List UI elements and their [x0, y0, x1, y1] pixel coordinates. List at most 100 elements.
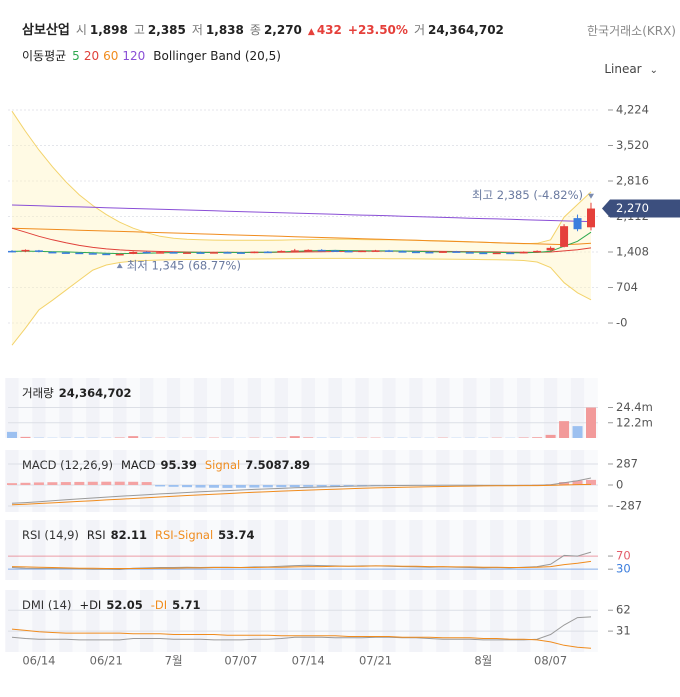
histogram-bar [316, 484, 327, 487]
label: 저 [191, 23, 203, 37]
column-band [193, 590, 208, 652]
candle-body [48, 251, 57, 254]
volume-bar [572, 426, 583, 438]
histogram-bar [195, 484, 206, 488]
y-tick-label: 287 [616, 456, 638, 470]
column-band [516, 590, 531, 652]
legend-title: 이동평균 [22, 49, 67, 63]
column-band [530, 590, 544, 652]
panel-title: 거래량 24,364,702 [22, 386, 132, 400]
column-band [301, 450, 316, 512]
indicator-line [11, 560, 592, 569]
candle-body [385, 250, 394, 252]
column-band [59, 590, 73, 652]
legend-name: Signal [205, 458, 240, 472]
column-band [126, 590, 140, 652]
volume-bar [114, 437, 125, 438]
column-band [5, 590, 19, 652]
y-tick-label: 70 [616, 549, 631, 563]
low: 1,838 [205, 23, 244, 37]
candle-body [129, 251, 138, 254]
title: 거래량 [22, 386, 54, 400]
low-marker [116, 263, 123, 269]
y-tick-label: -0 [616, 316, 627, 330]
column-band [328, 450, 342, 512]
candle-body [546, 247, 555, 251]
y-tick-label: 3,520 [616, 138, 649, 152]
histogram-bar [128, 481, 139, 485]
column-band [341, 590, 356, 652]
candle-body [250, 251, 259, 254]
candle-body [209, 252, 218, 254]
indicator-line [11, 483, 592, 506]
y-tick-label: 704 [616, 280, 638, 294]
histogram-bar [168, 484, 179, 487]
y-tick-label: 31 [616, 624, 631, 638]
candle-body [492, 252, 501, 255]
column-band [288, 590, 302, 652]
histogram-bar [20, 482, 31, 485]
column-band [409, 520, 423, 580]
column-band [207, 590, 221, 652]
column-band [557, 450, 571, 512]
column-band [436, 520, 450, 580]
high-marker [588, 193, 594, 199]
candle-body [290, 250, 299, 252]
scale-select[interactable]: Linear ⌄ [604, 62, 658, 76]
column-band [59, 450, 73, 512]
legend-value: 82.11 [111, 528, 147, 542]
column-band [193, 520, 208, 580]
panel-title: RSI (14,9) RSI 82.11 RSI-Signal 53.74 [22, 528, 255, 542]
candle-body [142, 251, 151, 254]
column-band [584, 590, 598, 652]
column-band [32, 520, 46, 580]
legend-item: 60 [103, 49, 119, 63]
candle-body [156, 252, 165, 254]
column-band [328, 520, 342, 580]
legend-value: 7.5087.89 [245, 458, 310, 472]
indicator-line [11, 616, 592, 641]
column-band [341, 450, 356, 512]
title: DMI (14) [22, 598, 71, 612]
column-band [476, 590, 491, 652]
column-band [247, 520, 262, 580]
column-band [126, 450, 140, 512]
column-band [422, 450, 437, 512]
candle-body [317, 249, 326, 252]
candle-body [115, 253, 124, 256]
bollinger-fill [12, 111, 591, 346]
histogram-bar [74, 481, 85, 485]
column-band [45, 450, 60, 512]
y-tick-label: 12.2m [616, 415, 653, 429]
column-band [449, 590, 464, 652]
histogram-bar [101, 481, 112, 485]
candle-body [438, 251, 447, 253]
column-band [490, 520, 504, 580]
price-badge [602, 199, 680, 218]
column-band [503, 520, 518, 580]
volume-bar [518, 437, 529, 438]
y-tick-label: 30 [616, 562, 631, 576]
column-band [220, 520, 235, 580]
indicator-line [11, 628, 592, 649]
volume-bar [559, 421, 570, 438]
up-arrow: ▲ [307, 27, 315, 37]
column-band [72, 520, 87, 580]
column-band [314, 520, 329, 580]
x-tick-label: 06/14 [22, 654, 55, 668]
candle-body [277, 250, 286, 253]
column-band [557, 520, 571, 580]
y-tick-label: 24.4m [616, 400, 653, 414]
column-band [355, 590, 369, 652]
histogram-bar [47, 482, 58, 485]
column-band [436, 590, 450, 652]
candle-body [479, 252, 488, 255]
x-tick-label: 08/07 [534, 654, 567, 668]
volume-bar [586, 407, 596, 438]
column-band [368, 590, 383, 652]
histogram-bar [262, 484, 273, 488]
column-band [530, 450, 544, 512]
candle-body [88, 253, 97, 255]
column-band [449, 520, 464, 580]
column-band [382, 520, 396, 580]
